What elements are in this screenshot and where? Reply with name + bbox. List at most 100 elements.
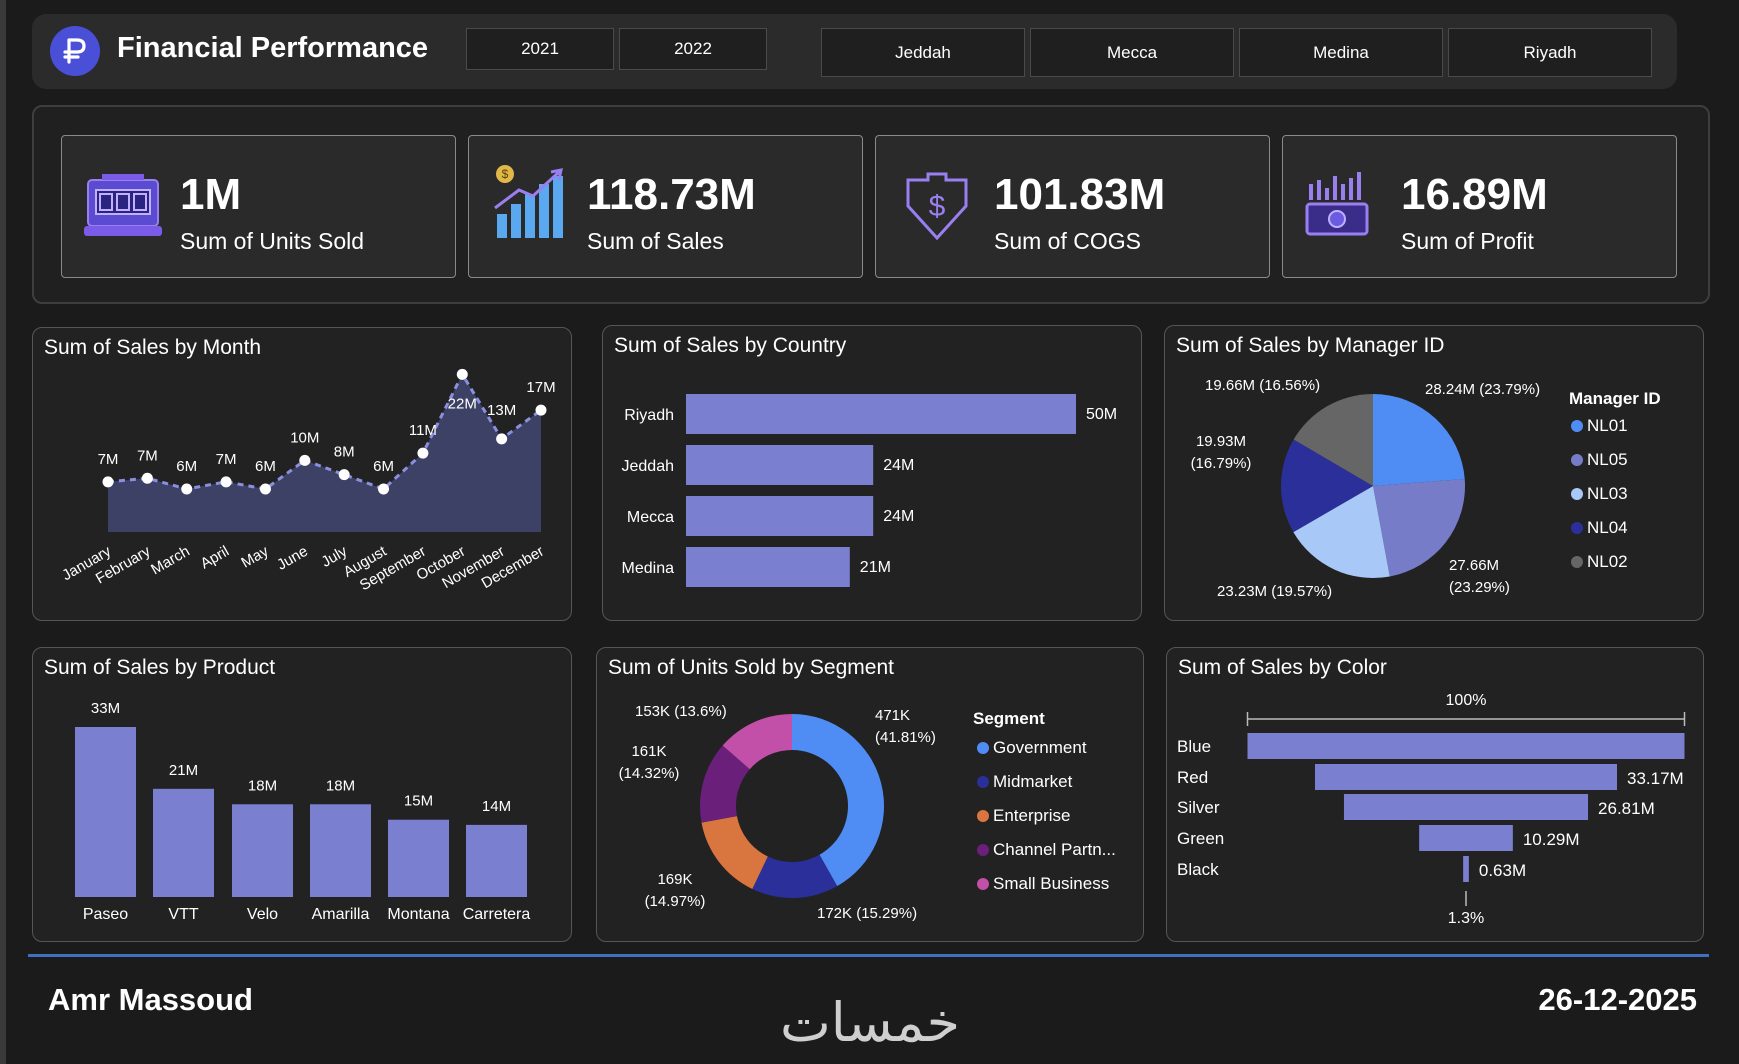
funnel-bar[interactable]	[1315, 764, 1617, 790]
card-sales-by-manager: Sum of Sales by Manager ID 28.24M (23.79…	[1164, 325, 1704, 621]
funnel-tick-label: Red	[1177, 768, 1208, 787]
segment-donut-label: 169K	[657, 871, 692, 888]
manager-legend-item[interactable]: NL03	[1587, 484, 1628, 503]
segment-donut-slice[interactable]	[700, 745, 750, 823]
segment-legend-swatch	[977, 878, 989, 890]
manager-legend-item[interactable]: NL01	[1587, 416, 1628, 435]
city-button-mecca[interactable]: Mecca	[1030, 28, 1234, 77]
kpi-card-cogs: $ 101.83M Sum of COGS	[875, 135, 1270, 278]
segment-legend-swatch	[977, 844, 989, 856]
card-title-manager: Sum of Sales by Manager ID	[1176, 334, 1445, 357]
year-button-2022[interactable]: 2022	[619, 28, 767, 70]
product-tick-label: Carretera	[463, 906, 531, 923]
city-button-jeddah[interactable]: Jeddah	[821, 28, 1025, 77]
country-data-label: 24M	[883, 508, 914, 525]
product-tick-label: Montana	[387, 906, 449, 923]
country-tick-label: Mecca	[627, 509, 674, 526]
product-bar[interactable]	[232, 804, 293, 897]
funnel-data-label: 33.17M	[1627, 769, 1684, 788]
manager-pie-slice[interactable]	[1373, 478, 1465, 577]
segment-legend-swatch	[977, 810, 989, 822]
manager-legend-swatch	[1571, 556, 1583, 568]
month-data-label: 10M	[290, 429, 319, 446]
month-point[interactable]	[378, 483, 390, 495]
product-bar[interactable]	[75, 727, 136, 897]
funnel-bar[interactable]	[1463, 856, 1469, 882]
manager-pie-chart: 28.24M (23.79%) 27.66M (23.29%) 23.23M (19.…	[1191, 377, 1661, 600]
manager-legend-item[interactable]: NL02	[1587, 552, 1628, 571]
segment-donut-label: 471K	[875, 707, 910, 724]
month-data-label: 22M	[448, 395, 477, 412]
month-tick-label: May	[238, 542, 271, 571]
segment-donut-slice[interactable]	[701, 816, 768, 889]
svg-text:$: $	[502, 167, 509, 181]
country-bar[interactable]	[686, 496, 874, 536]
funnel-tick-label: Silver	[1177, 798, 1220, 817]
country-bar[interactable]	[686, 394, 1076, 434]
segment-legend-item[interactable]: Government	[993, 738, 1087, 757]
month-point[interactable]	[496, 433, 508, 445]
segment-donut-slice[interactable]	[792, 714, 884, 887]
product-data-label: 18M	[326, 777, 355, 794]
country-data-label: 50M	[1086, 406, 1117, 423]
segment-legend-item[interactable]: Channel Partn...	[993, 840, 1116, 859]
month-point[interactable]	[535, 404, 547, 416]
month-tick-label: April	[198, 543, 232, 573]
manager-pie-slice[interactable]	[1293, 394, 1373, 486]
segment-legend-item[interactable]: Enterprise	[993, 806, 1070, 825]
manager-pie-slice[interactable]	[1373, 394, 1465, 486]
manager-pie-slice[interactable]	[1293, 486, 1390, 578]
kpi-label-profit: Sum of Profit	[1401, 228, 1534, 254]
month-area-fill	[108, 374, 541, 532]
segment-donut-slice[interactable]	[752, 854, 838, 898]
segment-donut-slice[interactable]	[722, 714, 792, 770]
month-point[interactable]	[299, 454, 311, 466]
card-title-segment: Sum of Units Sold by Segment	[608, 656, 894, 679]
segment-legend-title: Segment	[973, 709, 1045, 728]
month-point[interactable]	[338, 469, 350, 481]
product-data-label: 21M	[169, 762, 198, 779]
manager-legend-item[interactable]: NL04	[1587, 518, 1628, 537]
funnel-tick-label: Green	[1177, 829, 1224, 848]
manager-legend-swatch	[1571, 488, 1583, 500]
month-point[interactable]	[141, 472, 153, 484]
manager-legend-swatch	[1571, 454, 1583, 466]
month-point[interactable]	[259, 483, 271, 495]
product-bar[interactable]	[388, 819, 449, 897]
country-data-label: 24M	[883, 457, 914, 474]
year-button-2021[interactable]: 2021	[466, 28, 614, 70]
cash-register-icon	[84, 174, 162, 236]
segment-donut-label: 172K (15.29%)	[817, 905, 917, 922]
segment-legend-item[interactable]: Small Business	[993, 874, 1109, 893]
product-tick-label: Paseo	[83, 906, 128, 923]
segment-legend-item[interactable]: Midmarket	[993, 772, 1073, 791]
funnel-bar[interactable]	[1247, 733, 1685, 759]
kpi-card-units: 1M Sum of Units Sold	[61, 135, 456, 278]
month-point[interactable]	[220, 476, 232, 488]
funnel-bar[interactable]	[1343, 794, 1589, 820]
month-data-label: 7M	[98, 451, 119, 468]
funnel-bar[interactable]	[1419, 825, 1513, 851]
manager-pie-slice[interactable]	[1281, 439, 1373, 533]
segment-donut-label: 161K	[631, 743, 666, 760]
country-bar[interactable]	[686, 445, 874, 485]
city-button-riyadh[interactable]: Riyadh	[1448, 28, 1652, 77]
month-data-label: 7M	[137, 447, 158, 464]
kpi-value-sales: 118.73M	[587, 170, 756, 219]
product-tick-label: Amarilla	[312, 906, 370, 923]
product-data-label: 18M	[248, 777, 277, 794]
product-bar[interactable]	[310, 804, 371, 897]
month-point[interactable]	[417, 447, 429, 459]
month-point[interactable]	[456, 368, 468, 380]
month-point[interactable]	[181, 483, 193, 495]
month-tick-label: March	[148, 543, 193, 579]
product-bar[interactable]	[466, 824, 527, 897]
city-button-medina[interactable]: Medina	[1239, 28, 1443, 77]
month-data-label: 8M	[334, 444, 355, 461]
manager-legend-item[interactable]: NL05	[1587, 450, 1628, 469]
product-tick-label: VTT	[168, 906, 198, 923]
month-point[interactable]	[102, 476, 114, 488]
country-bar[interactable]	[686, 547, 850, 587]
product-bar[interactable]	[153, 788, 214, 897]
product-bar-chart: 33M Paseo 21M VTT 18M Velo 18M Amarilla 15M Monta…	[75, 700, 531, 923]
